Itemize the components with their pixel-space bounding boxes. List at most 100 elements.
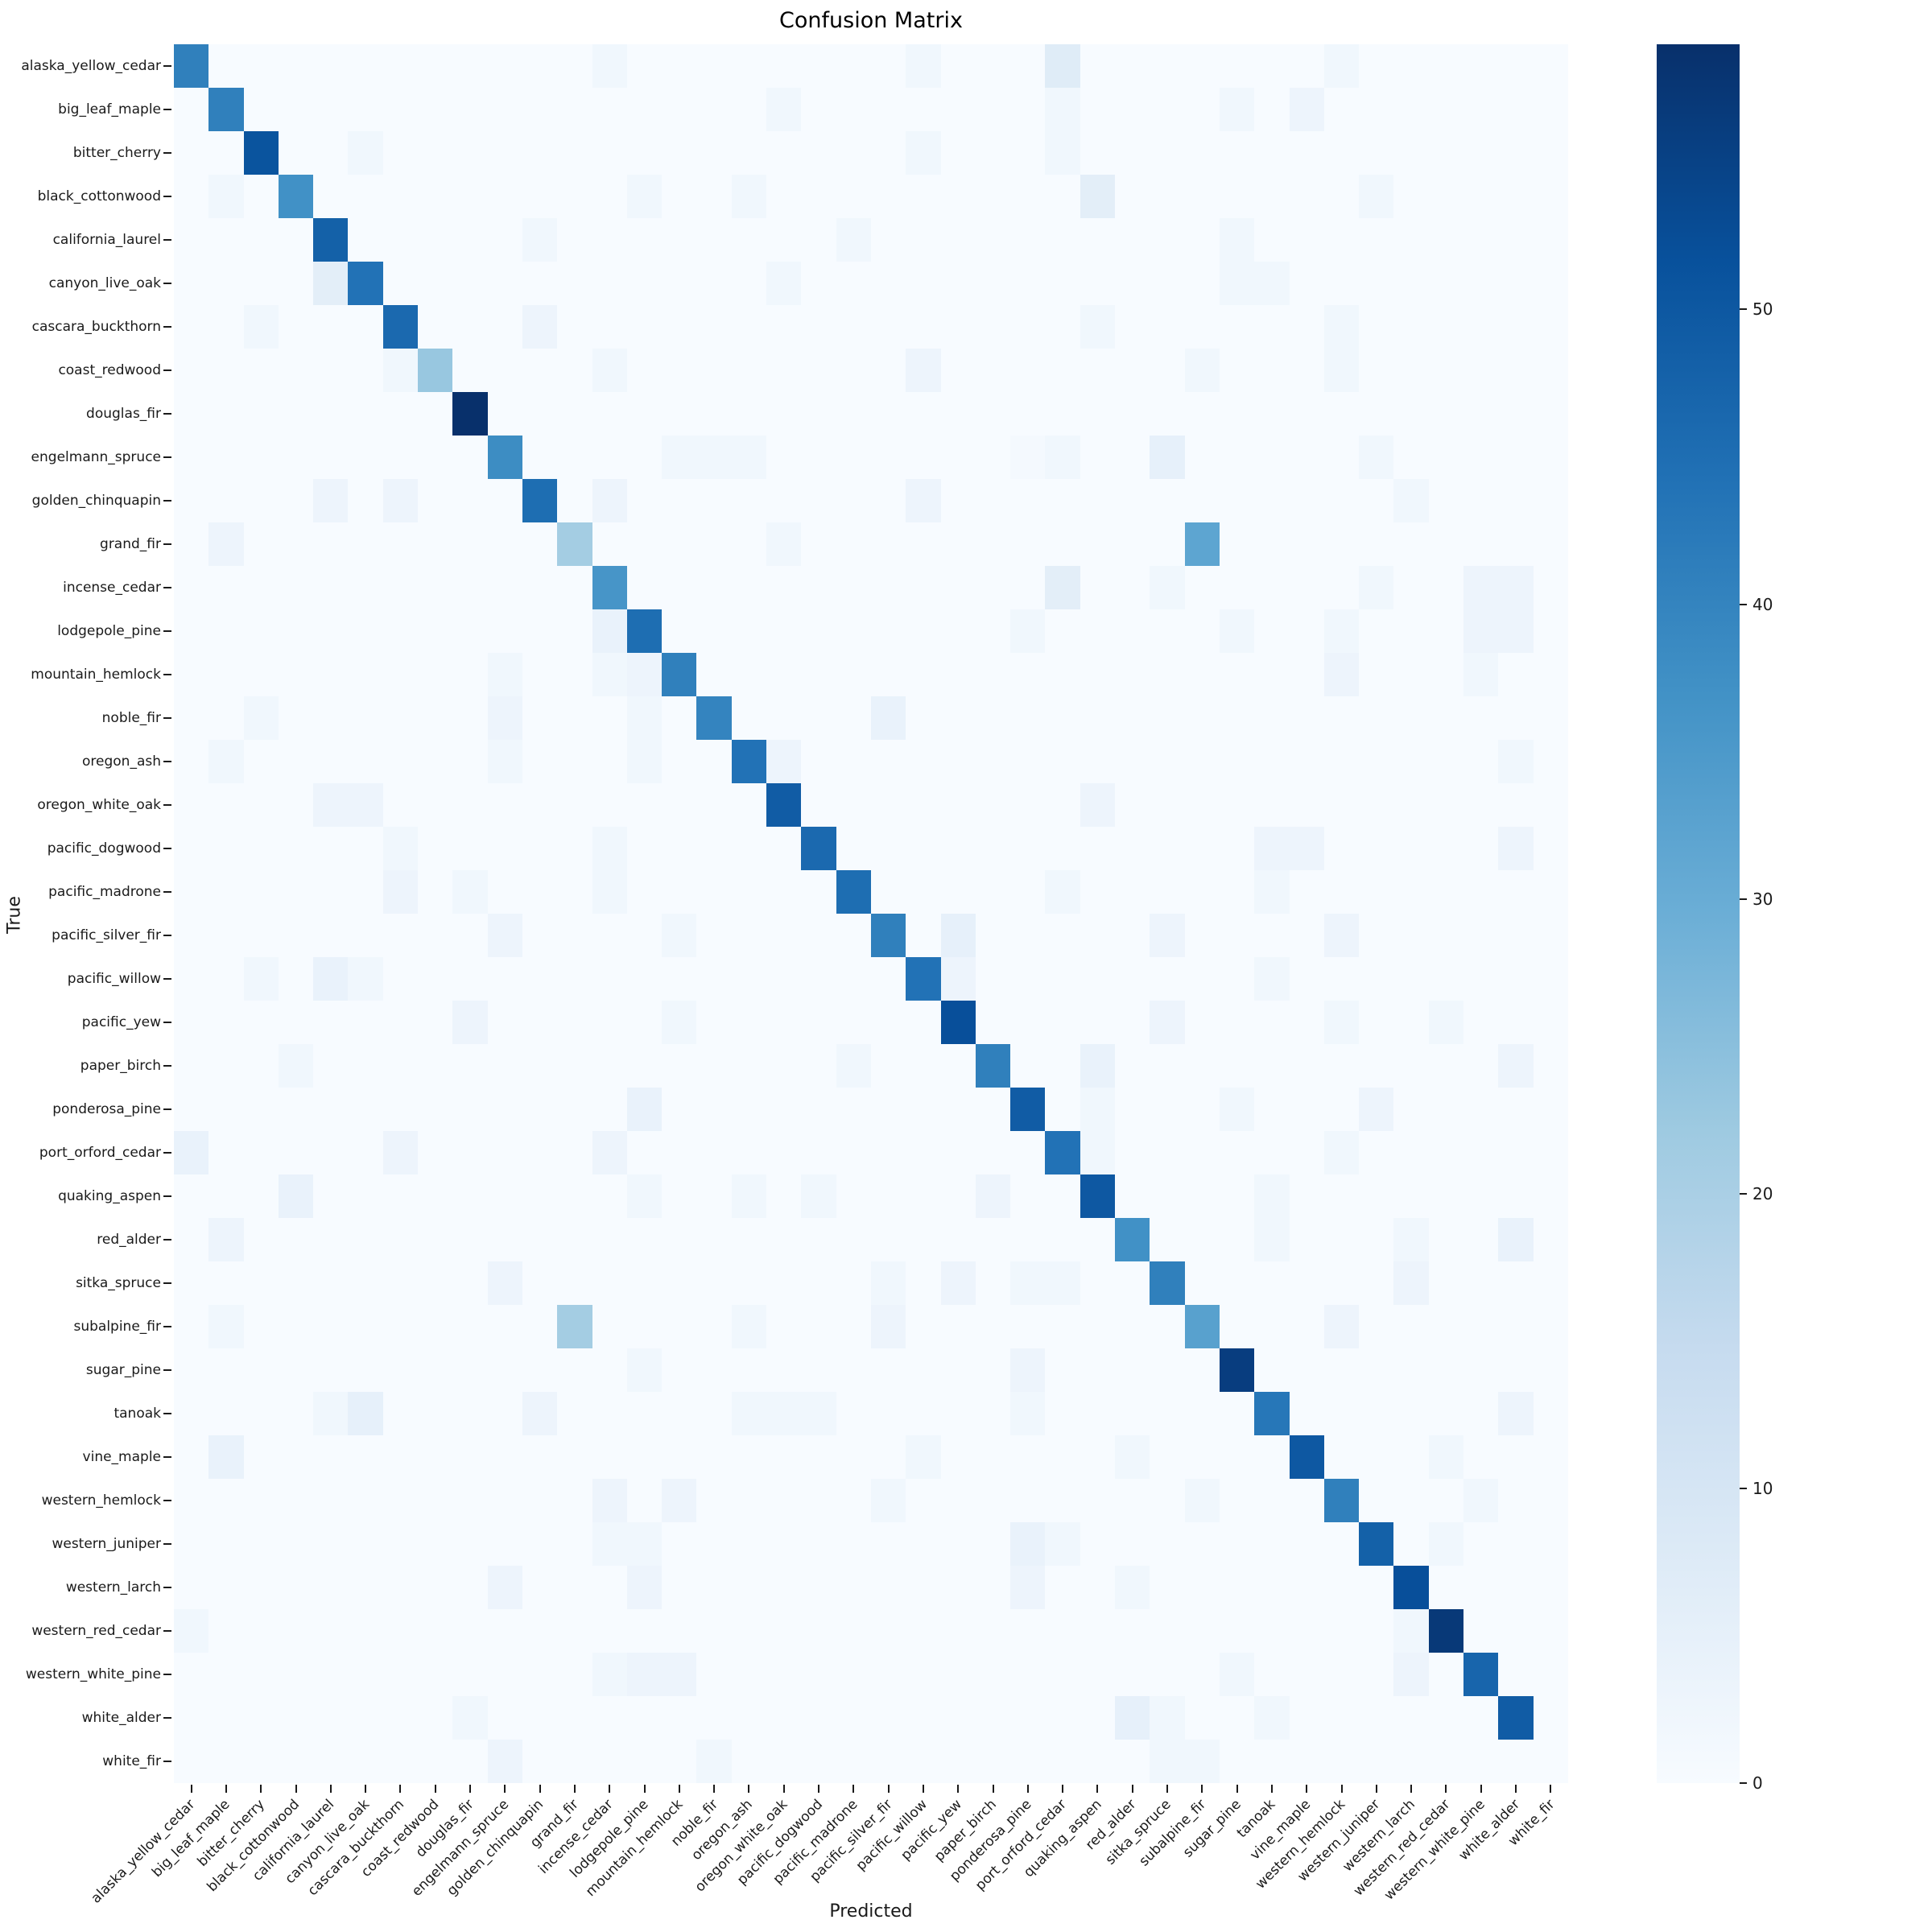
heatmap-cell xyxy=(522,740,558,783)
y-axis-title: True xyxy=(4,896,25,934)
x-tick-mark xyxy=(1340,1785,1343,1793)
heatmap-cell xyxy=(174,522,209,566)
heatmap-cell xyxy=(278,914,314,957)
heatmap-cell xyxy=(452,827,488,870)
heatmap-cell xyxy=(906,522,941,566)
heatmap-cell xyxy=(836,696,871,740)
heatmap-cell xyxy=(1219,262,1255,305)
heatmap-cell xyxy=(243,1174,279,1218)
heatmap-cell xyxy=(208,1348,244,1392)
heatmap-cell xyxy=(243,914,279,957)
heatmap-cell xyxy=(1010,1348,1046,1392)
heatmap-cell xyxy=(1010,653,1046,696)
heatmap-cell xyxy=(906,1001,941,1044)
heatmap-cell xyxy=(662,827,697,870)
heatmap-cell xyxy=(452,1044,488,1088)
heatmap-cell xyxy=(1289,1305,1324,1348)
heatmap-cell xyxy=(766,175,802,218)
heatmap-cell xyxy=(975,1001,1011,1044)
heatmap-cell xyxy=(418,44,453,88)
heatmap-cell xyxy=(1150,1218,1185,1261)
heatmap-cell xyxy=(870,870,906,914)
heatmap-cell xyxy=(418,653,453,696)
x-tick-mark xyxy=(922,1785,924,1793)
heatmap-cell xyxy=(1184,1653,1220,1696)
heatmap-cell xyxy=(801,44,836,88)
heatmap-cell xyxy=(1289,175,1324,218)
heatmap-cell xyxy=(1219,305,1255,349)
heatmap-cell xyxy=(1289,1522,1324,1566)
x-tick-mark xyxy=(1445,1785,1447,1793)
heatmap-cell xyxy=(1359,349,1394,392)
colorbar-tick-mark xyxy=(1740,603,1747,605)
heatmap-cell xyxy=(1184,436,1220,479)
heatmap-cell xyxy=(174,566,209,609)
heatmap-cell xyxy=(1393,262,1429,305)
heatmap-cell xyxy=(1115,1522,1150,1566)
heatmap-cell xyxy=(975,262,1011,305)
heatmap-cell xyxy=(870,1001,906,1044)
heatmap-cell xyxy=(174,436,209,479)
heatmap-cell xyxy=(208,1435,244,1479)
y-tick-mark xyxy=(163,456,171,458)
heatmap-cell xyxy=(836,305,871,349)
heatmap-cell xyxy=(1080,1261,1116,1305)
heatmap-cell xyxy=(1323,218,1360,262)
heatmap-cell xyxy=(696,1131,732,1174)
heatmap-cell xyxy=(975,1348,1011,1392)
heatmap-cell xyxy=(836,740,871,783)
heatmap-cell xyxy=(626,1088,663,1131)
heatmap-cell xyxy=(208,1044,244,1088)
y-tick-label: engelmann_spruce xyxy=(31,448,161,465)
heatmap-cell xyxy=(243,1522,279,1566)
heatmap-cell xyxy=(522,1131,558,1174)
heatmap-cell xyxy=(1533,609,1568,653)
y-tick-mark xyxy=(163,152,171,154)
heatmap-cell xyxy=(557,44,592,88)
heatmap-cell xyxy=(696,827,732,870)
heatmap-cell xyxy=(662,436,697,479)
y-tick-label: ponderosa_pine xyxy=(52,1100,161,1117)
heatmap-cell xyxy=(1463,88,1499,131)
heatmap-cell xyxy=(1080,1653,1116,1696)
heatmap-cell xyxy=(348,1479,383,1522)
heatmap-cell xyxy=(1184,609,1220,653)
heatmap-cell xyxy=(1428,1218,1464,1261)
heatmap-cell xyxy=(906,696,941,740)
heatmap-cell xyxy=(766,1261,802,1305)
heatmap-cell xyxy=(174,1653,209,1696)
x-tick-mark xyxy=(365,1785,367,1793)
heatmap-cell xyxy=(1428,914,1464,957)
heatmap-cell xyxy=(1045,740,1080,783)
heatmap-cell xyxy=(662,696,697,740)
heatmap-cell xyxy=(1150,1088,1185,1131)
heatmap-cell xyxy=(1150,436,1185,479)
heatmap-cell xyxy=(1289,783,1324,827)
heatmap-cell xyxy=(975,566,1011,609)
heatmap-cell xyxy=(487,305,522,349)
heatmap-cell xyxy=(1080,783,1116,827)
heatmap-cell xyxy=(208,1261,244,1305)
heatmap-cell xyxy=(174,783,209,827)
heatmap-cell xyxy=(906,1566,941,1609)
heatmap-cell xyxy=(1323,914,1360,957)
heatmap-cell xyxy=(731,1740,767,1783)
heatmap-cell xyxy=(1010,696,1046,740)
heatmap-cell xyxy=(1289,566,1324,609)
heatmap-cell xyxy=(940,653,976,696)
heatmap-cell xyxy=(278,88,314,131)
heatmap-cell xyxy=(731,609,767,653)
heatmap-cell xyxy=(452,131,488,175)
heatmap-cell xyxy=(870,957,906,1001)
heatmap-cell xyxy=(174,1479,209,1522)
heatmap-cell xyxy=(382,783,419,827)
heatmap-cell xyxy=(1498,1653,1534,1696)
heatmap-cell xyxy=(487,1740,522,1783)
heatmap-cell xyxy=(1150,1740,1185,1783)
heatmap-cell xyxy=(1150,783,1185,827)
heatmap-cell xyxy=(1533,1653,1568,1696)
heatmap-cell xyxy=(243,436,279,479)
heatmap-cell xyxy=(208,1131,244,1174)
heatmap-cell xyxy=(662,1044,697,1088)
heatmap-cell xyxy=(1463,653,1499,696)
